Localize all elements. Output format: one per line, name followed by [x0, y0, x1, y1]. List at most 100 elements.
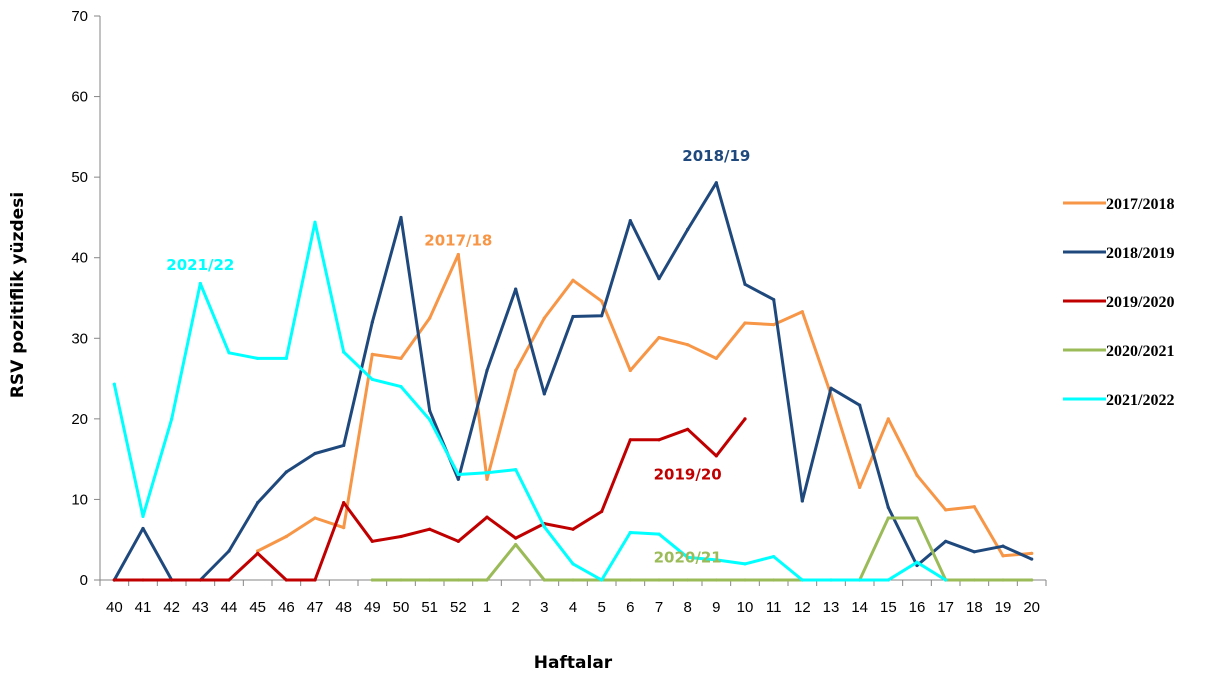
data-point-2021-2022 [198, 281, 202, 286]
data-point-2021-2022 [399, 385, 403, 389]
data-point-2021-2022 [743, 562, 747, 566]
data-point-2018-2019 [858, 403, 862, 407]
data-point-2017-2018 [399, 356, 403, 361]
data-point-2017-2018 [456, 252, 460, 257]
series-line-2020-2021 [370, 516, 1034, 582]
x-tick-label: 45 [249, 599, 266, 616]
x-tick-label: 7 [655, 599, 663, 616]
data-point-2021-2022 [800, 578, 804, 582]
y-tick-label: 40 [71, 250, 88, 267]
x-tick-label: 47 [307, 599, 324, 616]
data-point-2019-2020 [370, 539, 374, 543]
data-point-2017-2018 [284, 534, 288, 539]
x-tick-label: 19 [995, 599, 1012, 616]
x-tick-label: 9 [712, 599, 720, 616]
data-point-2018-2019 [915, 563, 919, 568]
data-point-2021-2022 [141, 514, 145, 518]
data-point-2020-2021 [714, 578, 718, 582]
data-point-2018-2019 [1030, 557, 1034, 561]
data-point-2020-2021 [514, 542, 518, 547]
x-tick-label: 11 [766, 599, 782, 616]
series-line-2019-2020 [112, 417, 747, 582]
data-point-2018-2019 [628, 219, 632, 223]
data-point-2017-2018 [714, 356, 718, 361]
data-point-2018-2019 [342, 443, 346, 448]
data-point-2019-2020 [456, 539, 460, 543]
data-point-2017-2018 [485, 477, 489, 481]
data-point-2018-2019 [514, 287, 518, 291]
data-point-2018-2019 [284, 470, 288, 474]
x-tick-label: 48 [335, 599, 352, 616]
data-point-2018-2019 [1001, 544, 1005, 548]
x-tick-label: 41 [135, 599, 152, 616]
y-tick-label: 20 [71, 411, 88, 428]
data-point-2018-2019 [657, 277, 661, 281]
series-annotations: 2018/19 2017/18 2021/22 2019/20 2020/21 [166, 147, 750, 566]
data-point-2021-2022 [370, 377, 374, 381]
data-point-2018-2019 [944, 539, 948, 543]
series-annotation: 2017/18 [424, 232, 492, 250]
data-point-2018-2019 [542, 392, 546, 396]
data-point-2018-2019 [399, 215, 403, 220]
x-tick-label: 20 [1023, 599, 1040, 616]
data-point-2017-2018 [600, 299, 604, 303]
x-tick-label: 44 [221, 599, 238, 616]
data-point-2018-2019 [686, 227, 690, 232]
y-tick-label: 70 [71, 8, 88, 25]
x-tick-label: 50 [393, 599, 410, 616]
data-point-2021-2022 [571, 562, 575, 566]
data-point-2020-2021 [743, 578, 747, 582]
x-tick-label: 13 [823, 599, 840, 616]
data-point-2018-2019 [141, 526, 145, 531]
data-point-2017-2018 [542, 316, 546, 320]
data-point-2018-2019 [485, 368, 489, 373]
data-point-2017-2018 [1001, 554, 1005, 558]
data-point-2019-2020 [284, 578, 288, 582]
x-tick-label: 16 [909, 599, 926, 616]
x-tick-label: 18 [966, 599, 983, 616]
x-tick-label: 10 [737, 599, 754, 616]
x-tick-label: 52 [450, 599, 467, 616]
data-point-2019-2020 [227, 578, 231, 582]
x-tick-label: 46 [278, 599, 295, 616]
data-point-2018-2019 [313, 451, 317, 456]
data-point-2021-2022 [256, 356, 260, 361]
data-point-2019-2020 [714, 454, 718, 458]
legend-label: 2018/2019 [1106, 245, 1174, 262]
x-tick-label: 17 [937, 599, 954, 616]
data-point-2018-2019 [772, 298, 776, 302]
x-tick-label: 4 [569, 599, 577, 616]
x-tick-label: 5 [597, 599, 605, 616]
data-point-2017-2018 [972, 505, 976, 509]
series-line-2018-2019 [112, 181, 1034, 582]
data-point-2017-2018 [313, 516, 317, 520]
x-tick-label: 3 [540, 599, 548, 616]
legend: 2017/2018 2018/2019 2019/2020 2020/2021 2021… [1063, 196, 1174, 409]
x-tick-label: 12 [794, 599, 811, 616]
data-point-2020-2021 [628, 578, 632, 582]
data-point-2021-2022 [944, 578, 948, 582]
data-point-2019-2020 [743, 417, 747, 421]
data-point-2017-2018 [886, 417, 890, 421]
series-line-2021-2022 [112, 220, 948, 582]
legend-label: 2021/2022 [1106, 392, 1174, 409]
series-line-2017-2018 [256, 253, 1034, 558]
data-point-2020-2021 [972, 578, 976, 582]
x-axis-title: Haftalar [534, 653, 613, 673]
data-point-2020-2021 [657, 578, 661, 582]
data-point-2019-2020 [399, 534, 403, 539]
data-point-2021-2022 [829, 578, 833, 582]
data-point-2021-2022 [628, 530, 632, 535]
data-point-2017-2018 [628, 368, 632, 373]
legend-label: 2019/2020 [1106, 294, 1174, 311]
data-point-2021-2022 [600, 578, 604, 582]
data-point-2019-2020 [342, 501, 346, 505]
data-point-2021-2022 [686, 555, 690, 560]
legend-label: 2020/2021 [1106, 343, 1174, 360]
data-point-2018-2019 [256, 501, 260, 505]
x-tick-label: 51 [421, 599, 438, 616]
y-tick-label: 60 [71, 89, 88, 106]
data-point-2021-2022 [170, 417, 174, 421]
